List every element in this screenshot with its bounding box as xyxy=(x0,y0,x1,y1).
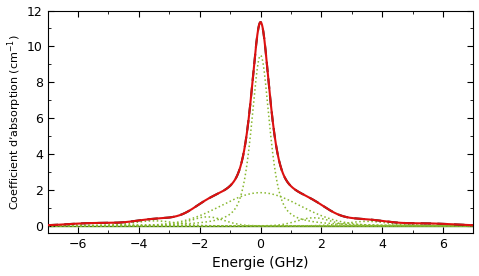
Y-axis label: Coefficient d’absorption (cm$^{-1}$): Coefficient d’absorption (cm$^{-1}$) xyxy=(6,34,24,209)
X-axis label: Energie (GHz): Energie (GHz) xyxy=(212,256,309,270)
